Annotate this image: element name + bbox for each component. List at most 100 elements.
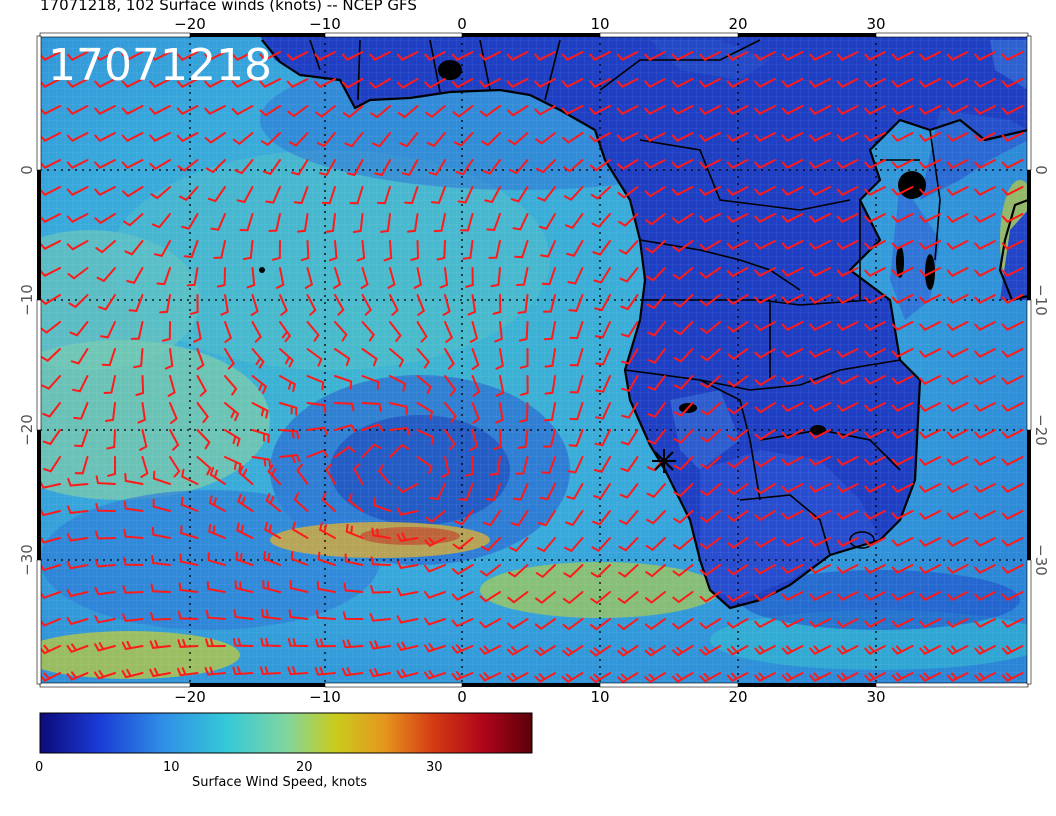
wind-barb bbox=[369, 668, 391, 678]
wind-barb bbox=[566, 483, 584, 500]
wind-barb bbox=[156, 267, 171, 286]
wind-barb bbox=[518, 321, 529, 342]
wind-barb bbox=[891, 51, 914, 61]
wind-barb bbox=[94, 586, 116, 596]
wind-barb bbox=[451, 78, 474, 89]
wind-barb bbox=[836, 348, 859, 358]
wind-barb bbox=[919, 240, 941, 250]
lat-tick-label: −10 bbox=[1032, 284, 1050, 316]
wind-barb bbox=[536, 159, 556, 174]
wind-barb bbox=[205, 638, 226, 648]
lon-tick-label: −10 bbox=[309, 688, 341, 706]
wind-barb bbox=[700, 375, 721, 389]
lat-tick-label: −30 bbox=[18, 544, 36, 576]
wind-barb bbox=[66, 159, 89, 169]
wind-barb bbox=[356, 240, 366, 262]
lat-axis-left: 0 −10 −20 −30 bbox=[18, 165, 36, 576]
wind-barb bbox=[754, 618, 776, 629]
wind-barb bbox=[561, 51, 584, 61]
wind-barb bbox=[177, 667, 199, 677]
wind-barb bbox=[342, 611, 364, 620]
wind-barb bbox=[40, 78, 61, 88]
wind-barb bbox=[176, 51, 199, 61]
wind-barb bbox=[342, 105, 364, 119]
wind-barb bbox=[781, 456, 804, 467]
wind-barb bbox=[891, 105, 914, 115]
wind-barb bbox=[1001, 132, 1024, 142]
wind-barb bbox=[593, 483, 611, 500]
wind-barb bbox=[169, 402, 178, 424]
wind-barb bbox=[150, 583, 171, 593]
wind-barb bbox=[616, 159, 639, 171]
wind-barb bbox=[135, 375, 145, 396]
wind-barb bbox=[946, 591, 969, 601]
wind-barb bbox=[974, 564, 996, 574]
wind-barb bbox=[383, 240, 393, 262]
wind-barb bbox=[726, 132, 749, 142]
wind-barb bbox=[325, 463, 336, 485]
wind-barb bbox=[589, 618, 611, 631]
wind-barb bbox=[344, 553, 364, 566]
wind-barb bbox=[836, 645, 859, 655]
wind-barb bbox=[334, 402, 355, 412]
wind-barb bbox=[836, 51, 859, 61]
wind-barb bbox=[974, 537, 996, 547]
wind-barb bbox=[864, 402, 886, 412]
wind-barb bbox=[442, 294, 451, 316]
wind-barb bbox=[149, 639, 171, 649]
wind-barb bbox=[594, 321, 611, 339]
wind-barb bbox=[369, 51, 391, 61]
wind-barb bbox=[919, 510, 941, 520]
wind-barb bbox=[396, 483, 419, 494]
wind-barb bbox=[974, 618, 996, 628]
wind-barb bbox=[946, 672, 969, 682]
wind-barb bbox=[644, 159, 666, 169]
wind-barb bbox=[672, 240, 694, 253]
wind-barb bbox=[644, 132, 666, 142]
wind-barb bbox=[864, 240, 886, 250]
wind-barb bbox=[416, 402, 434, 420]
wind-barb bbox=[864, 78, 886, 88]
lat-tick-label: −30 bbox=[1032, 544, 1050, 576]
wind-barb bbox=[644, 105, 666, 115]
wind-barb bbox=[189, 294, 199, 315]
wind-barb bbox=[186, 267, 199, 287]
wind-barb bbox=[123, 500, 144, 512]
wind-barb bbox=[515, 456, 529, 475]
wind-barb bbox=[864, 483, 886, 493]
wind-barb bbox=[372, 132, 391, 148]
wind-barb bbox=[334, 424, 356, 433]
wind-barb bbox=[207, 186, 226, 203]
wind-barb bbox=[700, 321, 721, 335]
wind-barb bbox=[485, 483, 501, 501]
wind-barb bbox=[946, 186, 969, 196]
wind-barb bbox=[974, 159, 996, 169]
wind-barb bbox=[646, 483, 666, 499]
wind-barb bbox=[562, 618, 584, 631]
wind-barb bbox=[591, 213, 611, 229]
wind-barb bbox=[809, 132, 831, 142]
wind-barb bbox=[836, 591, 859, 601]
colorbar-caption: Surface Wind Speed, knots bbox=[192, 775, 368, 790]
wind-barb bbox=[279, 348, 294, 368]
wind-barb bbox=[809, 618, 831, 628]
wind-barb bbox=[754, 294, 776, 304]
wind-barb bbox=[726, 672, 749, 683]
wind-barb bbox=[122, 556, 144, 566]
wind-barb bbox=[754, 537, 776, 548]
wind-barb bbox=[40, 480, 61, 489]
wind-barb bbox=[267, 464, 281, 485]
wind-barb bbox=[121, 78, 144, 88]
wind-barb bbox=[891, 672, 914, 682]
wind-barb bbox=[479, 591, 501, 603]
wind-barb bbox=[946, 51, 969, 61]
wind-barb bbox=[534, 78, 556, 88]
wind-barb bbox=[1001, 510, 1024, 520]
wind-barb bbox=[946, 213, 969, 223]
wind-barb bbox=[404, 186, 419, 205]
wind-barb bbox=[276, 267, 285, 289]
wind-barb bbox=[754, 348, 776, 359]
wind-barb bbox=[361, 423, 384, 432]
wind-barb bbox=[464, 456, 474, 477]
wind-barb bbox=[43, 456, 61, 473]
